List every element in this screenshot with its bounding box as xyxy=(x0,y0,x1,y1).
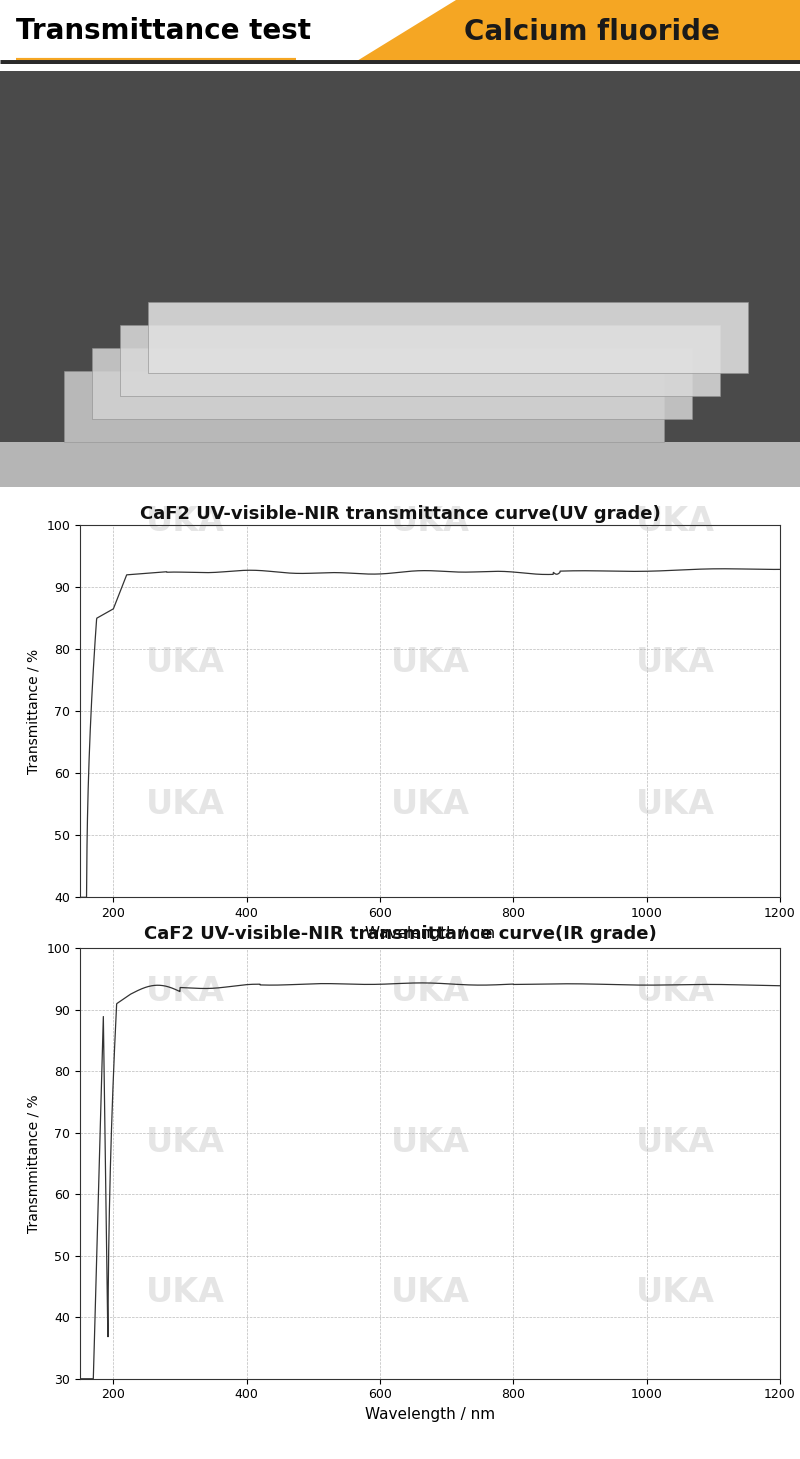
Bar xyxy=(92,349,692,419)
Bar xyxy=(0,442,800,487)
Text: UKA: UKA xyxy=(390,1277,470,1309)
Bar xyxy=(120,325,720,395)
Text: UKA: UKA xyxy=(390,788,470,821)
Bar xyxy=(64,371,664,442)
Text: UKA: UKA xyxy=(146,505,225,538)
X-axis label: Wavelength / nm: Wavelength / nm xyxy=(365,1406,495,1423)
Text: UKA: UKA xyxy=(635,1125,714,1158)
Text: Calcium fluoride: Calcium fluoride xyxy=(464,18,720,47)
Text: UKA: UKA xyxy=(146,646,225,680)
Y-axis label: Transmittance / %: Transmittance / % xyxy=(27,649,41,773)
Text: UKA: UKA xyxy=(635,505,714,538)
Text: CaF2 UV-visible-NIR transmittance curve(IR grade): CaF2 UV-visible-NIR transmittance curve(… xyxy=(144,925,656,943)
Text: UKA: UKA xyxy=(390,1125,470,1158)
Y-axis label: Transmmittance / %: Transmmittance / % xyxy=(27,1094,41,1233)
Text: UKA: UKA xyxy=(146,1277,225,1309)
X-axis label: Wavelength / nm: Wavelength / nm xyxy=(365,925,495,941)
Text: UKA: UKA xyxy=(146,1125,225,1158)
Text: UKA: UKA xyxy=(635,975,714,1008)
Text: Transmittance test: Transmittance test xyxy=(16,18,311,45)
Bar xyxy=(148,302,748,374)
Text: UKA: UKA xyxy=(390,646,470,680)
Text: CaF2 UV-visible-NIR transmittance curve(UV grade): CaF2 UV-visible-NIR transmittance curve(… xyxy=(140,505,660,522)
Text: UKA: UKA xyxy=(635,788,714,821)
Text: UKA: UKA xyxy=(390,975,470,1008)
Text: UKA: UKA xyxy=(146,975,225,1008)
Polygon shape xyxy=(352,0,800,64)
Text: UKA: UKA xyxy=(390,505,470,538)
Text: UKA: UKA xyxy=(635,1277,714,1309)
Text: UKA: UKA xyxy=(635,646,714,680)
Text: UKA: UKA xyxy=(146,788,225,821)
